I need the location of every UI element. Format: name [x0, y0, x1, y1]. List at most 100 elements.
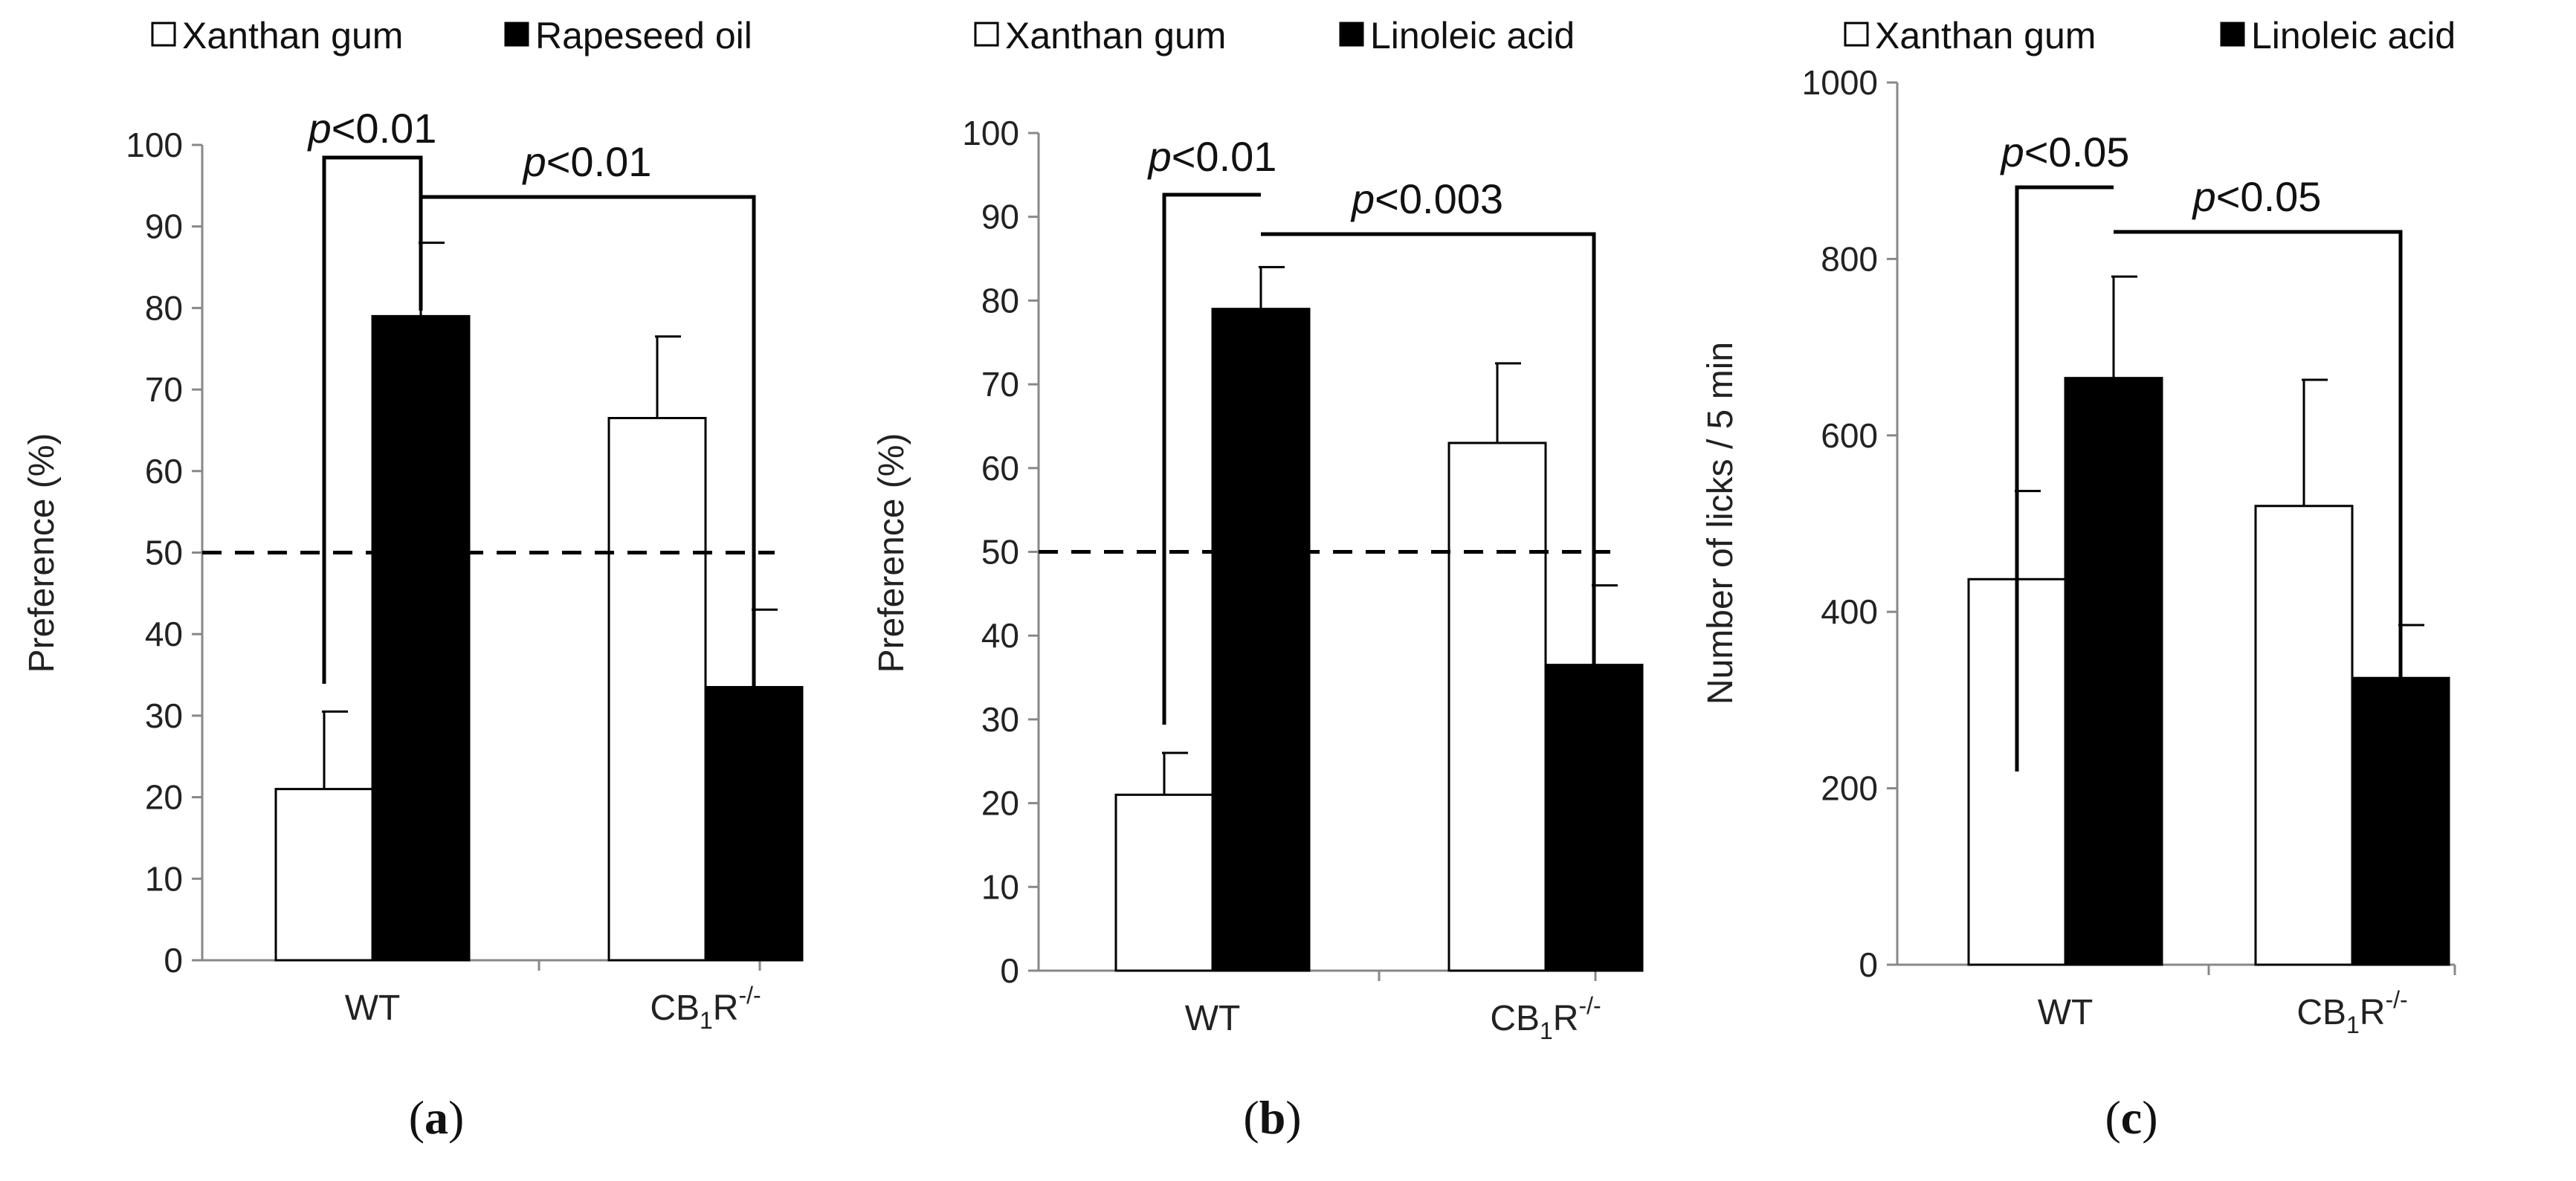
y-tick-label: 50 [981, 533, 1019, 572]
significance-bracket [322, 155, 423, 684]
y-tick-label: 40 [145, 615, 183, 653]
legend-label: Linoleic acid [1370, 15, 1575, 56]
y-tick-label: 20 [981, 784, 1019, 823]
x-category-label: WT [1185, 999, 1241, 1038]
significance-bracket [2114, 230, 2403, 762]
bar-xanthan-gum [2254, 505, 2354, 966]
category-tail-text: R [713, 989, 739, 1028]
p-value: <0.01 [332, 105, 437, 152]
y-tick-label: 0 [1859, 945, 1878, 984]
category-superscript: -/- [1578, 992, 1601, 1019]
category-subscript: 1 [1540, 1017, 1553, 1044]
x-category-label: CB1R-/- [650, 982, 761, 1034]
panel-letter: a [425, 1091, 448, 1144]
category-main-text: CB [650, 989, 700, 1028]
legend-label: Xanthan gum [182, 15, 403, 56]
bar-xanthan-gum [274, 788, 374, 962]
y-tick-label: 10 [145, 859, 183, 898]
y-tick-label: 20 [145, 778, 183, 817]
category-main-text: CB [2296, 993, 2346, 1032]
p-value: <0.05 [2216, 173, 2322, 220]
p-value: <0.01 [1172, 133, 1277, 180]
y-tick-label: 200 [1821, 769, 1878, 808]
p-symbol: p [2000, 129, 2024, 175]
legend-label: Xanthan gum [1875, 15, 2096, 56]
y-tick-label: 40 [981, 616, 1019, 655]
panel-paren: ( [2105, 1091, 2120, 1144]
category-main-text: WT [345, 989, 401, 1028]
chart-panel-3: 0 200 400 600 800 1000 Number of licks / 5 min… [1701, 15, 2456, 1144]
legend-label: Xanthan gum [1005, 15, 1226, 56]
y-tick-label: 800 [1821, 239, 1878, 278]
p-symbol: p [1147, 133, 1172, 180]
bar-rapeseed-oil [371, 314, 471, 962]
y-tick-label: 90 [145, 207, 183, 246]
category-superscript: -/- [738, 982, 761, 1009]
significance-bracket [421, 195, 756, 757]
y-axis-label: Preference (%) [22, 433, 62, 673]
p-value: <0.05 [2024, 129, 2130, 175]
panel-paren: ) [2142, 1091, 2157, 1144]
x-category-label: WT [345, 989, 401, 1028]
y-tick-label: 10 [981, 867, 1019, 906]
chart-panel-2: 0 10 20 30 40 50 60 70 80 90 100 Preference (%) WT CB… [872, 15, 1644, 1144]
panel-paren: ( [409, 1091, 425, 1144]
panel-paren: ( [1243, 1091, 1259, 1144]
x-category-label: CB1R-/- [1490, 992, 1601, 1044]
y-tick-label: 60 [145, 452, 183, 491]
y-tick-label: 50 [145, 534, 183, 572]
category-main-text: CB [1490, 999, 1540, 1038]
significance-label: p<0.05 [2000, 129, 2130, 175]
y-tick-label: 80 [145, 288, 183, 327]
category-superscript: -/- [2385, 986, 2407, 1013]
y-tick-label: 0 [1000, 951, 1019, 990]
y-tick-label: 0 [164, 941, 183, 980]
panel-label: (a) [409, 1091, 465, 1144]
bar-linoleic-acid [2064, 377, 2163, 966]
legend-label: Linoleic acid [2251, 15, 2456, 56]
panel-letter: c [2121, 1091, 2142, 1144]
p-symbol: p [522, 138, 546, 185]
p-symbol: p [307, 105, 332, 152]
bar-xanthan-gum [607, 416, 707, 962]
significance-label: p<0.01 [307, 105, 437, 152]
significance-bracket [2015, 185, 2114, 771]
category-main-text: WT [1185, 999, 1241, 1038]
panel-paren: ) [1285, 1091, 1301, 1144]
chart-panel-1: 0 10 20 30 40 50 60 70 80 90 100 Preference (%) WT CB… [22, 15, 804, 1144]
y-tick-label: 100 [126, 126, 183, 164]
y-tick-label: 30 [145, 696, 183, 735]
significance-label: p<0.003 [1350, 175, 1503, 222]
y-tick-label: 60 [981, 449, 1019, 488]
legend-swatch [504, 22, 529, 47]
legend-swatch [1339, 22, 1364, 47]
panel-letter: b [1259, 1091, 1286, 1144]
x-category-label: WT [2038, 993, 2094, 1032]
legend-label: Rapeseed oil [535, 15, 752, 56]
category-subscript: 1 [2346, 1012, 2360, 1038]
y-tick-label: 400 [1821, 592, 1878, 631]
y-tick-label: 70 [145, 370, 183, 409]
significance-label: p<0.01 [522, 138, 652, 185]
y-tick-label: 80 [981, 281, 1019, 320]
significance-bracket [1261, 232, 1596, 760]
category-main-text: WT [2038, 993, 2094, 1032]
panel-paren: ) [448, 1091, 464, 1144]
p-value: <0.01 [546, 138, 652, 185]
category-tail-text: R [1553, 999, 1579, 1038]
legend-swatch [974, 22, 999, 47]
significance-bracket [1162, 192, 1261, 725]
y-axis-label: Number of licks / 5 min [1701, 342, 1740, 705]
y-tick-label: 600 [1821, 416, 1878, 455]
y-tick-label: 70 [981, 365, 1019, 404]
y-axis-label: Preference (%) [872, 433, 911, 673]
panel-label: (b) [1243, 1091, 1301, 1144]
p-symbol: p [1350, 175, 1375, 222]
panel-label: (c) [2105, 1091, 2157, 1144]
y-tick-label: 1000 [1802, 63, 1878, 102]
legend-swatch [151, 22, 176, 47]
bar-xanthan-gum [1114, 793, 1214, 972]
legend-swatch [2220, 22, 2245, 47]
bar-xanthan-gum [1447, 441, 1547, 972]
